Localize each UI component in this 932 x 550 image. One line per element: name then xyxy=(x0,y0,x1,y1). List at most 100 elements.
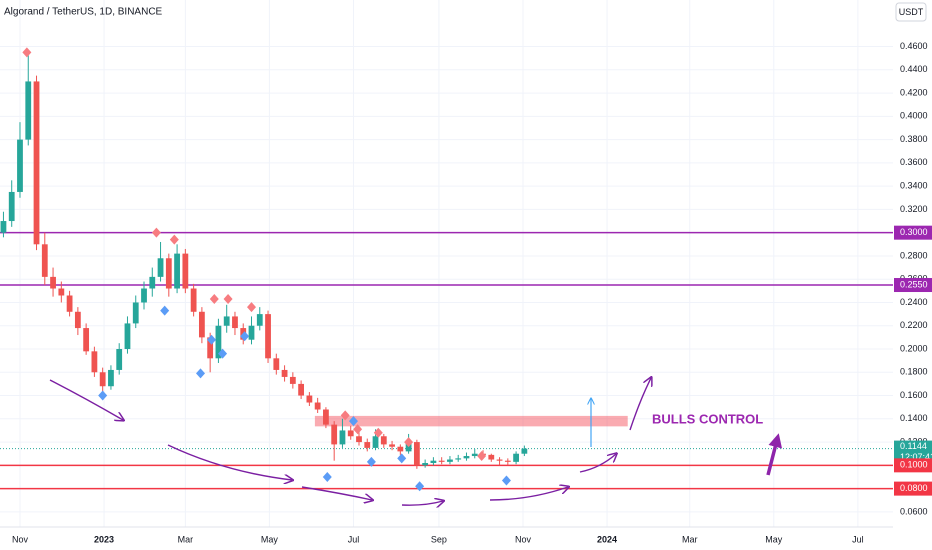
levels xyxy=(0,231,893,490)
candle-body xyxy=(141,288,147,303)
y-tick-label: 0.1800 xyxy=(900,367,928,377)
candle-body xyxy=(198,311,205,338)
candle-body xyxy=(17,139,23,192)
y-tick-label: 0.3200 xyxy=(900,204,928,214)
marker xyxy=(404,437,414,448)
x-tick-label: Mar xyxy=(682,534,698,544)
candle-body xyxy=(331,424,338,445)
arrow xyxy=(766,433,783,476)
candle-body xyxy=(422,463,429,466)
candle-body xyxy=(339,430,346,445)
arrow xyxy=(301,486,372,500)
candle-body xyxy=(116,349,123,370)
marker xyxy=(223,293,233,304)
candle-body xyxy=(521,448,528,454)
current-price-label: 0.1144 xyxy=(900,441,927,451)
candle-body xyxy=(364,442,371,448)
arrow xyxy=(579,454,616,473)
x-tick-label: Jul xyxy=(852,534,864,544)
x-tick-label: Sep xyxy=(431,534,447,544)
x-tick-label: Jul xyxy=(348,534,360,544)
candle-body xyxy=(41,244,48,277)
candle-body xyxy=(91,351,98,373)
candle-body xyxy=(389,444,395,447)
marker xyxy=(196,368,206,379)
zone xyxy=(314,415,628,427)
candle-body xyxy=(314,402,321,410)
candle-body xyxy=(496,459,503,461)
marker xyxy=(340,410,350,421)
candle-body xyxy=(289,376,296,384)
currency-button[interactable] xyxy=(895,2,927,22)
candle-body xyxy=(265,314,271,359)
candle-body xyxy=(273,358,280,370)
marker xyxy=(322,471,332,482)
axis-labels: 0.06000.08000.10000.12000.14000.16000.18… xyxy=(12,41,932,544)
candle-body xyxy=(513,453,519,462)
arrow xyxy=(49,379,123,420)
candle-body xyxy=(356,436,362,443)
marker xyxy=(151,227,161,238)
y-tick-label: 0.4600 xyxy=(900,41,928,51)
y-tick-label: 0.1600 xyxy=(900,390,928,400)
grid xyxy=(0,0,893,527)
chart-title: Algorand / TetherUS, 1D, BINANCE xyxy=(4,7,163,18)
candle-body xyxy=(108,369,114,387)
level-box xyxy=(894,458,932,473)
marker xyxy=(209,293,219,304)
arrow xyxy=(401,501,443,505)
y-tick-label: 0.4200 xyxy=(900,87,928,97)
y-tick-label: 0.0600 xyxy=(900,506,928,516)
candle-body xyxy=(306,395,313,403)
x-tick-label: Nov xyxy=(515,534,532,544)
x-tick-label: Mar xyxy=(178,534,194,544)
marker xyxy=(348,416,358,427)
arrow xyxy=(629,378,651,431)
candle-body xyxy=(347,430,354,437)
markers xyxy=(22,47,511,492)
candle-body xyxy=(99,372,106,387)
candle-body xyxy=(174,253,180,289)
y-tick-label: 0.2800 xyxy=(900,250,928,260)
marker xyxy=(240,331,250,342)
level-label: 0.3000 xyxy=(900,227,928,237)
y-tick-label: 0.3600 xyxy=(900,157,928,167)
y-tick-label: 0.3800 xyxy=(900,134,928,144)
marker xyxy=(397,453,407,464)
x-tick-label: 2024 xyxy=(597,534,617,544)
arrows xyxy=(49,378,783,505)
candle-body xyxy=(298,383,305,396)
countdown-label: 12:07:41 xyxy=(900,452,932,462)
level-label: 0.2550 xyxy=(900,279,928,289)
currency-button-label[interactable]: USDT xyxy=(899,7,924,17)
x-tick-label: Nov xyxy=(12,534,29,544)
candle-body xyxy=(380,436,387,445)
candle-body xyxy=(157,258,164,277)
candle-body xyxy=(182,253,189,289)
candle-body xyxy=(33,81,40,245)
arrow xyxy=(489,487,568,501)
level-label: 0.0800 xyxy=(900,483,928,493)
marker xyxy=(218,348,228,359)
candle-body xyxy=(471,453,478,457)
candle-body xyxy=(455,458,462,460)
candle-body xyxy=(132,302,139,324)
candle-body xyxy=(165,258,172,289)
candle-body xyxy=(447,459,453,462)
candle-body xyxy=(413,442,420,466)
marker xyxy=(373,427,383,438)
level-box xyxy=(894,278,932,293)
candle-body xyxy=(281,369,288,377)
candle-body xyxy=(232,316,238,329)
x-tick-label: May xyxy=(261,534,279,544)
candle-body xyxy=(25,81,32,140)
candle-body xyxy=(149,276,156,289)
candle-body xyxy=(58,288,65,296)
candle-body xyxy=(66,295,73,312)
marker xyxy=(415,481,425,492)
y-tick-label: 0.4400 xyxy=(900,64,928,74)
candle-body xyxy=(50,276,56,289)
y-tick-label: 0.4000 xyxy=(900,111,928,121)
candle-body xyxy=(215,325,222,359)
candle-body xyxy=(74,311,81,329)
